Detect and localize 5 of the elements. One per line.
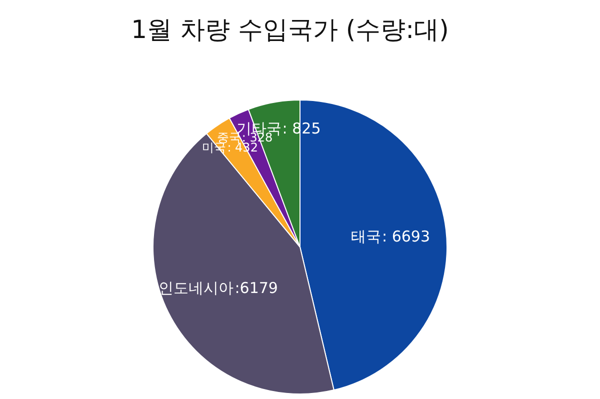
slice-label: 인도네시아 — [158, 278, 234, 297]
slice-label: 태국 — [351, 228, 382, 246]
data-label: :6179 — [234, 278, 278, 297]
chart-title: 1월 차량 수입국가 (수량:대) — [131, 15, 449, 44]
data-label: : 6693 — [382, 228, 430, 246]
